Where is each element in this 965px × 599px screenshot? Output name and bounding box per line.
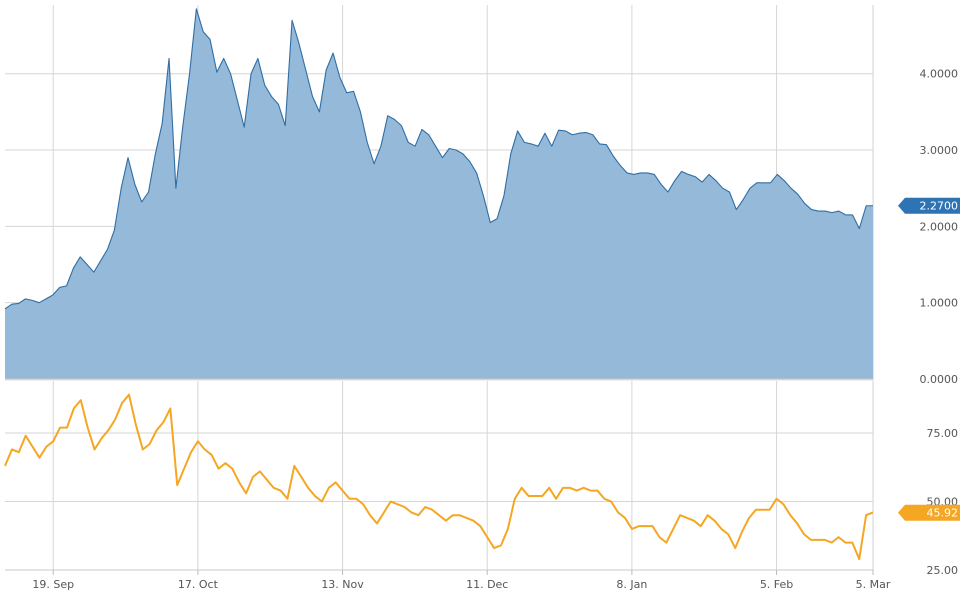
x-axis: 19. Sep 17. Oct 13. Nov 11. Dec 8. Jan 5. Feb…	[32, 570, 891, 591]
upper-y-tick-label: 2.0000	[920, 220, 959, 233]
x-tick-label: 5. Feb	[760, 578, 793, 591]
x-tick-label: 8. Jan	[616, 578, 647, 591]
upper-y-tick-label: 1.0000	[920, 297, 959, 310]
value-badges: 2.2700 45.92	[898, 197, 960, 521]
lower-current-value-badge-shape	[898, 504, 960, 521]
upper-current-value-badge-shape	[898, 197, 960, 214]
upper-current-value-badge-text: 2.2700	[920, 200, 959, 213]
lower-series-line	[4, 393, 874, 561]
x-tick-label: 19. Sep	[32, 578, 74, 591]
lower-current-value-badge-text: 45.92	[927, 507, 959, 520]
x-tick-label: 17. Oct	[178, 578, 219, 591]
pane-separators	[5, 5, 874, 571]
upper-plot	[4, 8, 873, 379]
lower-grid	[5, 381, 874, 570]
x-tick-label: 5. Mar	[856, 578, 891, 591]
x-tick-label: 13. Nov	[321, 578, 364, 591]
upper-series-line	[4, 8, 873, 310]
lower-current-value-badge: 45.92	[898, 504, 960, 521]
lower-plot	[4, 393, 874, 561]
upper-current-value-badge: 2.2700	[898, 197, 960, 214]
lower-y-tick-label: 25.00	[927, 564, 959, 577]
x-tick-label: 11. Dec	[466, 578, 508, 591]
upper-y-tick-label: 3.0000	[920, 144, 959, 157]
upper-y-axis: 4.0000 3.0000 2.0000 1.0000 0.0000	[920, 68, 959, 386]
upper-y-tick-label: 4.0000	[920, 68, 959, 81]
upper-area-fill	[5, 8, 873, 379]
upper-y-tick-label: 0.0000	[920, 373, 959, 386]
lower-y-tick-label: 75.00	[927, 427, 959, 440]
